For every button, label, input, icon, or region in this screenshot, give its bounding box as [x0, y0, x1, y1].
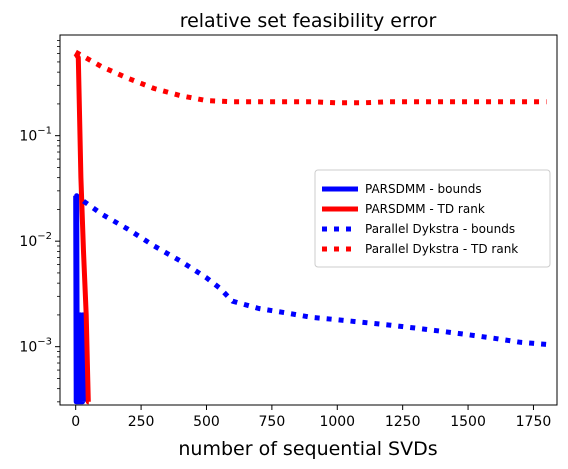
series-line-3 — [82, 199, 547, 347]
x-tick-label: 500 — [193, 414, 220, 430]
x-tick-label: 250 — [128, 414, 155, 430]
series-group — [73, 49, 547, 405]
x-tick-label: 750 — [259, 414, 286, 430]
x-tick-label: 1000 — [319, 414, 355, 430]
series-line-1 — [73, 193, 86, 405]
y-axis: 10−3 10−2 10−1 — [19, 39, 60, 403]
y-tick-label: 10−3 — [19, 337, 52, 356]
legend: PARSDMM - bounds PARSDMM - TD rank Paralle… — [314, 169, 551, 268]
legend-label-2: PARSDMM - TD rank — [365, 202, 485, 216]
series-line-2 — [73, 52, 91, 405]
x-axis: 0 250 500 750 1000 1250 1500 1750 — [71, 405, 551, 430]
legend-label-3: Parallel Dykstra - bounds — [365, 222, 515, 236]
legend-label-1: PARSDMM - bounds — [365, 182, 482, 196]
x-axis-label: number of sequential SVDs — [178, 438, 437, 460]
x-tick-label: 1500 — [450, 414, 486, 430]
y-tick-label: 10−2 — [19, 231, 52, 250]
legend-box — [314, 169, 551, 268]
axes-frame — [59, 34, 558, 406]
x-tick-label: 1750 — [516, 414, 552, 430]
chart-title: relative set feasibility error — [180, 10, 437, 32]
x-tick-label: 1250 — [385, 414, 421, 430]
legend-label-4: Parallel Dykstra - TD rank — [365, 242, 518, 256]
series-line-4 — [74, 49, 547, 106]
y-tick-label: 10−1 — [19, 126, 52, 145]
x-tick-label: 0 — [71, 414, 80, 430]
